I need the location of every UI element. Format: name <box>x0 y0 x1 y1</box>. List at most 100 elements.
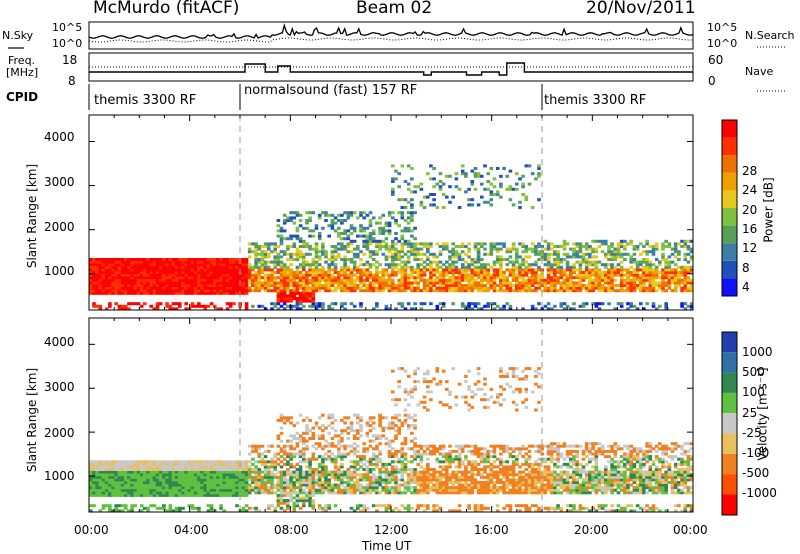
power-cell <box>629 242 633 246</box>
velocity-cell <box>193 483 198 487</box>
power-cell <box>305 299 309 303</box>
power-cell <box>200 278 204 282</box>
power-cell <box>330 224 335 228</box>
velocity-cell <box>279 470 284 474</box>
power-cell <box>451 271 455 274</box>
power-cell <box>689 289 694 293</box>
velocity-cell <box>298 475 303 479</box>
power-cell <box>607 302 611 306</box>
power-cell <box>174 260 179 264</box>
power-cell <box>286 268 290 272</box>
velocity-cell <box>197 509 201 513</box>
velocity-cell <box>127 475 131 479</box>
velocity-cell <box>178 486 182 490</box>
velocity-cell <box>321 437 325 440</box>
power-cell <box>260 284 265 287</box>
velocity-cell <box>114 470 118 474</box>
power-cell <box>117 258 122 261</box>
power-cell <box>101 258 106 261</box>
velocity-cell <box>302 449 306 453</box>
velocity-cell <box>406 413 411 417</box>
power-cell <box>476 307 481 311</box>
power-cell <box>384 284 389 287</box>
power-cell <box>578 286 583 290</box>
power-cell <box>371 229 376 233</box>
power-cell <box>591 289 595 293</box>
velocity-cell <box>143 460 147 464</box>
velocity-cell <box>89 473 93 477</box>
power-cell <box>515 172 519 176</box>
power-cell <box>184 265 188 269</box>
power-cell <box>305 271 309 274</box>
velocity-cell <box>117 491 122 495</box>
velocity-cell <box>244 486 249 490</box>
velocity-cell <box>308 462 312 466</box>
power-cell <box>553 258 557 261</box>
power-cell <box>193 291 198 295</box>
velocity-cell <box>384 483 389 487</box>
velocity-cell <box>241 460 246 464</box>
power-cell <box>527 278 532 282</box>
power-cell <box>171 263 176 267</box>
power-cell <box>337 255 341 259</box>
power-cell <box>556 260 560 264</box>
velocity-cell <box>235 491 239 495</box>
power-cell <box>359 268 363 272</box>
power-cell <box>572 265 576 269</box>
velocity-cell <box>282 481 287 484</box>
power-cell <box>143 276 147 280</box>
velocity-cell <box>365 421 370 425</box>
power-cell <box>667 242 672 246</box>
power-cell <box>267 255 271 259</box>
power-cell <box>305 245 309 248</box>
velocity-cell <box>111 488 115 492</box>
power-cell <box>124 289 128 293</box>
power-cell <box>610 271 614 274</box>
velocity-cell <box>267 491 271 495</box>
velocity-cell <box>190 506 195 510</box>
velocity-cell <box>308 481 312 484</box>
power-cell <box>289 234 293 238</box>
power-cell <box>483 187 487 191</box>
power-cell <box>289 268 293 272</box>
power-cell <box>317 237 322 241</box>
power-cell <box>311 260 316 264</box>
power-cell <box>410 190 414 194</box>
power-cell <box>689 284 694 287</box>
power-cell <box>124 307 128 311</box>
velocity-cell <box>286 470 290 474</box>
velocity-cell <box>216 488 220 492</box>
power-cell <box>219 265 223 269</box>
velocity-cell <box>171 473 176 477</box>
velocity-cell <box>222 462 227 466</box>
power-cell <box>483 164 487 168</box>
power-cell <box>584 289 589 293</box>
power-cell <box>460 304 465 308</box>
velocity-cell <box>146 509 150 513</box>
power-cell <box>445 247 449 251</box>
power-cell <box>98 278 103 282</box>
velocity-cell <box>117 481 122 484</box>
velocity-cell <box>149 460 153 464</box>
velocity-cell <box>200 483 204 487</box>
velocity-cell <box>149 483 153 487</box>
power-cell <box>343 273 347 277</box>
velocity-cell <box>108 475 112 479</box>
velocity-cell <box>286 504 290 508</box>
power-cell <box>146 286 150 290</box>
velocity-cell <box>228 465 233 469</box>
power-cell <box>101 286 106 290</box>
power-cell <box>384 221 389 225</box>
power-cell <box>384 286 389 290</box>
velocity-cell <box>410 478 414 482</box>
velocity-cell <box>365 488 370 492</box>
velocity-cell <box>219 493 223 497</box>
velocity-cell <box>279 431 284 435</box>
power-cell <box>511 273 516 277</box>
power-cell <box>114 302 118 306</box>
power-cell <box>413 276 417 280</box>
power-cell <box>89 268 93 272</box>
velocity-cell <box>130 475 134 479</box>
velocity-cell <box>352 488 357 492</box>
power-cell <box>623 239 627 243</box>
